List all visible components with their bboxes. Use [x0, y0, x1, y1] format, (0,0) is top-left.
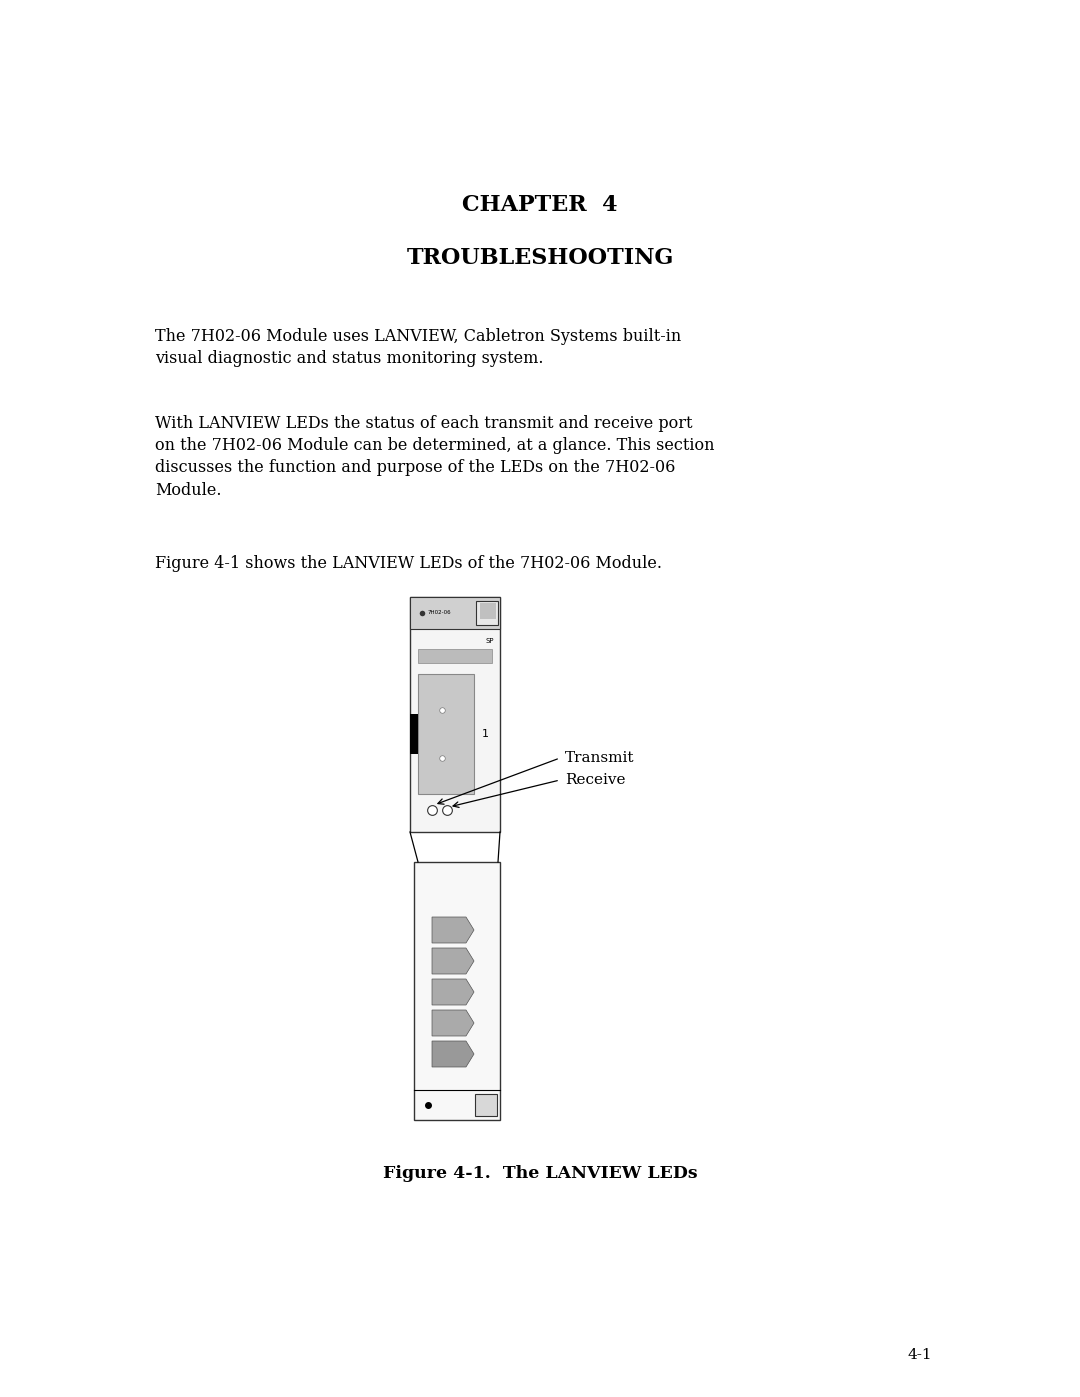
Polygon shape — [432, 979, 474, 1004]
Polygon shape — [432, 949, 474, 974]
Text: The 7H02-06 Module uses LANVIEW, Cabletron Systems built-in
visual diagnostic an: The 7H02-06 Module uses LANVIEW, Cabletr… — [156, 328, 681, 367]
Polygon shape — [432, 1041, 474, 1067]
Text: 7H02-06: 7H02-06 — [428, 610, 451, 616]
Bar — [414, 862, 500, 1120]
Text: TROUBLESHOOTING: TROUBLESHOOTING — [406, 247, 674, 270]
Bar — [410, 714, 418, 754]
Bar — [418, 650, 492, 664]
Bar — [410, 597, 500, 833]
Text: 1: 1 — [482, 729, 489, 739]
Text: Figure 4-1 shows the LANVIEW LEDs of the 7H02-06 Module.: Figure 4-1 shows the LANVIEW LEDs of the… — [156, 555, 662, 571]
Bar — [475, 1094, 497, 1116]
Bar — [476, 601, 498, 624]
Text: CHAPTER  4: CHAPTER 4 — [462, 194, 618, 217]
Bar — [418, 673, 474, 793]
Text: SP: SP — [486, 638, 495, 644]
Polygon shape — [432, 916, 474, 943]
Text: Figure 4-1.  The LANVIEW LEDs: Figure 4-1. The LANVIEW LEDs — [382, 1165, 698, 1182]
Text: Receive: Receive — [565, 773, 625, 787]
Text: 4-1: 4-1 — [907, 1348, 932, 1362]
Text: With LANVIEW LEDs the status of each transmit and receive port
on the 7H02-06 Mo: With LANVIEW LEDs the status of each tra… — [156, 415, 715, 499]
Bar — [410, 597, 500, 629]
Polygon shape — [432, 1010, 474, 1037]
Text: Transmit: Transmit — [565, 752, 635, 766]
Bar — [480, 604, 496, 619]
